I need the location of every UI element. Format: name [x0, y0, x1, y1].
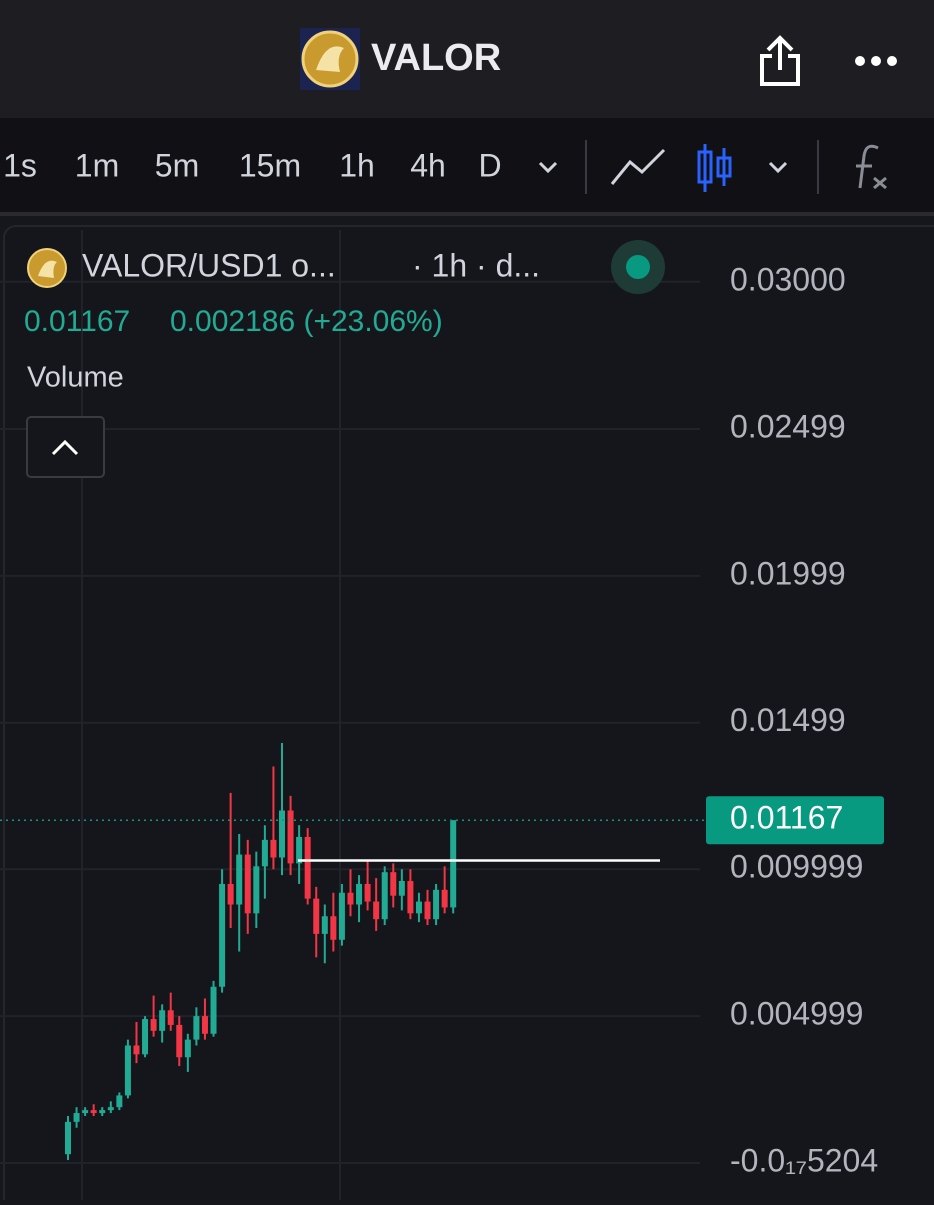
candle-body — [261, 839, 268, 867]
price-change: 0.002186 (+23.06%) — [170, 305, 443, 338]
candle-body — [107, 1107, 114, 1111]
interval-button[interactable]: 1h — [339, 147, 375, 183]
candle-chart-button[interactable] — [697, 144, 732, 192]
candle-body — [176, 1024, 183, 1058]
candle-body — [124, 1045, 131, 1096]
candle-body — [65, 1121, 71, 1155]
candle-body — [82, 1110, 89, 1114]
candle-body — [201, 1016, 208, 1034]
candle-body — [116, 1095, 123, 1108]
price-tag — [706, 796, 884, 845]
candle-body — [390, 872, 397, 896]
chart-panel — [3, 225, 934, 1205]
candle-body — [133, 1045, 140, 1055]
candle-body — [236, 854, 243, 905]
candle-body — [424, 901, 431, 920]
interval-button[interactable]: 1s — [3, 147, 37, 183]
candle-body — [90, 1110, 97, 1114]
candle-body — [73, 1113, 80, 1122]
page-title: VALOR — [371, 37, 501, 79]
chart-type-menu[interactable] — [768, 161, 788, 174]
candle-body — [270, 839, 277, 858]
y-tick-label: 0.01999 — [730, 555, 846, 591]
candle-body — [184, 1039, 191, 1058]
candle-body — [398, 881, 405, 896]
candle-body — [364, 883, 371, 902]
price-tag-label: 0.01167 — [730, 800, 843, 836]
candle-body — [142, 1019, 149, 1055]
share-button[interactable] — [760, 35, 800, 86]
candle-body — [330, 916, 337, 940]
more-button[interactable] — [855, 56, 897, 66]
interval-button[interactable]: 4h — [410, 147, 446, 183]
toolbar — [0, 118, 934, 214]
y-tick-label: 0.03000 — [730, 261, 846, 297]
candle-body — [338, 892, 345, 940]
candle-body — [304, 836, 311, 899]
y-tick-label: 0.01499 — [730, 702, 846, 738]
candle-body — [210, 986, 217, 1034]
candle-body — [450, 820, 457, 908]
candle-body — [219, 883, 226, 987]
candle-body — [313, 898, 320, 934]
symbol-label: VALOR/USD1 o... — [82, 247, 336, 283]
status-dot — [626, 255, 650, 279]
price-axis: -0.0₁₇5204 0.004999 0.009999 0.01499 0.01999… — [706, 261, 884, 1178]
collapse-button[interactable] — [26, 416, 105, 478]
legend-logo — [27, 248, 67, 288]
y-tick-label: -0.0₁₇5204 — [730, 1142, 878, 1178]
candle-body — [150, 1019, 157, 1031]
indicators-button[interactable] — [856, 144, 887, 190]
volume-label: Volume — [27, 362, 124, 394]
candle-body — [296, 836, 303, 864]
plot — [0, 742, 704, 1161]
line-chart-button[interactable] — [610, 148, 666, 185]
interval-group: 1s 1m 5m 15m 1h 4h D — [3, 147, 501, 183]
candle-body — [321, 916, 328, 934]
candle-body — [253, 866, 260, 914]
candle-body — [99, 1110, 106, 1114]
candle-body — [356, 883, 363, 905]
candle-body — [227, 883, 234, 905]
y-tick-label: 0.004999 — [730, 996, 863, 1032]
logo — [300, 28, 360, 90]
candle-body — [287, 810, 294, 864]
candle-body — [441, 889, 448, 908]
toolbar-divider — [0, 212, 934, 216]
y-tick-label: 0.009999 — [730, 849, 863, 885]
candle-body — [167, 1010, 174, 1025]
candle-body — [381, 872, 388, 920]
interval-button[interactable]: 1m — [75, 147, 119, 183]
candle-body — [415, 901, 422, 914]
candle-body — [407, 881, 414, 914]
candle-body — [159, 1010, 166, 1031]
y-tick-label: 0.02499 — [730, 408, 846, 444]
interval-menu[interactable] — [538, 161, 558, 174]
candle-body — [279, 810, 285, 858]
interval-button[interactable]: D — [478, 147, 501, 183]
interval-button[interactable]: 15m — [239, 147, 301, 183]
interval-button[interactable]: 5m — [155, 147, 199, 183]
candle-body — [347, 892, 354, 905]
candle-body — [193, 1016, 200, 1040]
candle-body — [373, 901, 380, 920]
interval-label: · 1h · d... — [412, 247, 540, 283]
candle-body — [244, 854, 251, 914]
last-price: 0.01167 — [24, 305, 130, 338]
candle-body — [433, 889, 440, 920]
